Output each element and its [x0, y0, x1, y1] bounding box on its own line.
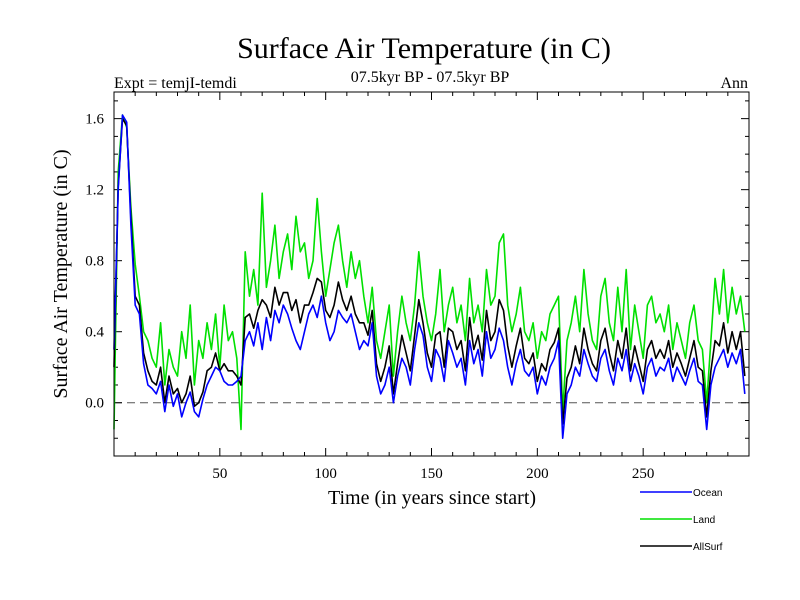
y-tick-label: 0.8: [85, 254, 104, 270]
plot-area: 50 100 150 200 250 0.0 0.4 0.8 1.2 1.6: [85, 92, 749, 482]
x-tick-label: 250: [632, 466, 655, 482]
y-tick-label: 1.6: [85, 112, 104, 128]
legend-label-land: Land: [693, 515, 715, 526]
plot-frame: [113, 91, 750, 457]
series-line-land: [113, 114, 746, 431]
chart-title: Surface Air Temperature (in C): [237, 32, 611, 65]
period-label: Ann: [720, 75, 748, 92]
x-tick-label: 50: [212, 466, 227, 482]
y-axis-label: Surface Air Temperature (in C): [50, 149, 72, 398]
series-line-allsurf: [113, 117, 746, 425]
y-tick-label: 1.2: [85, 183, 104, 199]
series-line-ocean: [113, 114, 746, 440]
chart-subtitle: 07.5kyr BP - 07.5kyr BP: [351, 69, 510, 86]
x-tick-label: 200: [526, 466, 549, 482]
x-tick-label: 150: [420, 466, 443, 482]
expt-label: Expt = temjI-temdi: [114, 75, 237, 92]
y-tick-label: 0.0: [85, 396, 104, 412]
legend: Ocean Land AllSurf: [640, 488, 723, 553]
x-tick-label: 100: [314, 466, 337, 482]
legend-label-allsurf: AllSurf: [693, 542, 723, 553]
legend-label-ocean: Ocean: [693, 488, 722, 499]
x-axis-label: Time (in years since start): [328, 487, 536, 509]
y-tick-label: 0.4: [85, 325, 104, 341]
